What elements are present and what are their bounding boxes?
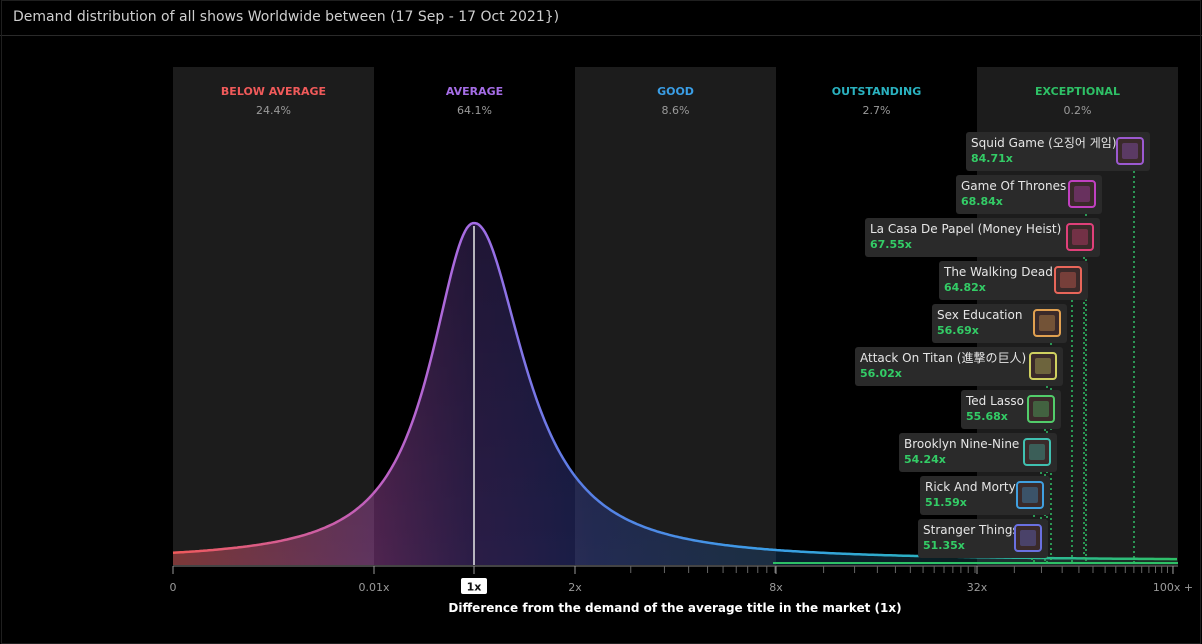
rick-and-morty-poster-icon: [1016, 481, 1044, 509]
title-card-name: The Walking Dead: [943, 265, 1053, 279]
chart-title: Demand distribution of all shows Worldwi…: [13, 9, 560, 25]
title-card-background[interactable]: [966, 132, 1150, 171]
band-label-average: AVERAGE: [446, 85, 503, 98]
title-card-value: 54.24x: [904, 453, 946, 466]
title-card-name: Squid Game (오징어 게임): [971, 136, 1117, 150]
band-label-below-average: BELOW AVERAGE: [221, 85, 326, 98]
sex-education-poster-icon-art: [1039, 315, 1055, 331]
x-tick-label: 2x: [568, 581, 582, 594]
title-card[interactable]: Game Of Thrones 68.84x: [956, 175, 1102, 214]
x-tick-label: 100x +: [1153, 581, 1193, 594]
band-percent-outstanding: 2.7%: [863, 104, 891, 117]
band-below-average: [173, 67, 374, 565]
stranger-things-poster-icon-art: [1020, 530, 1036, 546]
x-tick-highlight-box: [461, 578, 487, 594]
title-card-value: 67.55x: [870, 238, 912, 251]
squid-game-poster-icon: [1116, 137, 1144, 165]
title-card-value: 68.84x: [961, 195, 1003, 208]
title-card-name: Game Of Thrones: [961, 179, 1066, 193]
title-card[interactable]: Squid Game (오징어 게임) 84.71x: [966, 132, 1150, 171]
band-percent-average: 64.1%: [457, 104, 492, 117]
game-of-thrones-poster-icon-art: [1074, 186, 1090, 202]
title-card[interactable]: Brooklyn Nine-Nine 54.24x: [899, 433, 1057, 472]
x-axis-title: Difference from the demand of the averag…: [448, 601, 901, 615]
title-card-name: Stranger Things: [923, 523, 1019, 537]
walking-dead-poster-icon-art: [1060, 272, 1076, 288]
title-card-background[interactable]: [939, 261, 1088, 300]
ted-lasso-poster-icon: [1027, 395, 1055, 423]
band-good: [575, 67, 776, 565]
attack-on-titan-poster-icon: [1029, 352, 1057, 380]
x-tick-label: 8x: [769, 581, 783, 594]
game-of-thrones-poster-icon: [1068, 180, 1096, 208]
title-card-value: 84.71x: [971, 152, 1013, 165]
chart-header: Demand distribution of all shows Worldwi…: [0, 0, 1202, 36]
sex-education-poster-icon: [1033, 309, 1061, 337]
title-card-value: 64.82x: [944, 281, 986, 294]
title-card-value: 55.68x: [966, 410, 1008, 423]
title-card[interactable]: Sex Education 56.69x: [932, 304, 1067, 343]
title-card-background[interactable]: [865, 218, 1100, 257]
band-percent-good: 8.6%: [662, 104, 690, 117]
title-card-value: 51.35x: [923, 539, 965, 552]
x-tick-label: 0: [170, 581, 177, 594]
title-card-value: 56.69x: [937, 324, 979, 337]
title-card[interactable]: Ted Lasso 55.68x: [961, 390, 1061, 429]
band-percent-exceptional: 0.2%: [1064, 104, 1092, 117]
title-card-name: Ted Lasso: [965, 394, 1024, 408]
title-card-background[interactable]: [899, 433, 1057, 472]
attack-on-titan-poster-icon-art: [1035, 358, 1051, 374]
title-card-name: Rick And Morty: [925, 480, 1016, 494]
rick-and-morty-poster-icon-art: [1022, 487, 1038, 503]
ted-lasso-poster-icon-art: [1033, 401, 1049, 417]
title-card-name: La Casa De Papel (Money Heist): [870, 222, 1061, 236]
title-card-value: 51.59x: [925, 496, 967, 509]
title-card[interactable]: Attack On Titan (進撃の巨人) 56.02x: [855, 347, 1063, 386]
squid-game-poster-icon-art: [1122, 143, 1138, 159]
x-tick-label: 0.01x: [358, 581, 389, 594]
title-card[interactable]: Rick And Morty 51.59x: [920, 476, 1050, 515]
title-card-value: 56.02x: [860, 367, 902, 380]
title-card[interactable]: La Casa De Papel (Money Heist) 67.55x: [865, 218, 1100, 257]
band-percent-below-average: 24.4%: [256, 104, 291, 117]
brooklyn-nine-nine-poster-icon-art: [1029, 444, 1045, 460]
band-label-outstanding: OUTSTANDING: [832, 85, 922, 98]
title-card-background[interactable]: [855, 347, 1063, 386]
title-card[interactable]: Stranger Things 51.35x: [918, 519, 1048, 558]
x-tick-label-1x: 1x: [467, 581, 482, 594]
title-card-name: Attack On Titan (進撃の巨人): [860, 350, 1026, 365]
brooklyn-nine-nine-poster-icon: [1023, 438, 1051, 466]
title-card-background[interactable]: [956, 175, 1102, 214]
stranger-things-poster-icon: [1014, 524, 1042, 552]
band-label-good: GOOD: [657, 85, 694, 98]
walking-dead-poster-icon: [1054, 266, 1082, 294]
band-label-exceptional: EXCEPTIONAL: [1035, 85, 1120, 98]
distribution-area-shade: [173, 223, 1178, 565]
money-heist-poster-icon-art: [1072, 229, 1088, 245]
title-card-name: Sex Education: [937, 308, 1022, 322]
x-tick-label: 32x: [967, 581, 988, 594]
money-heist-poster-icon: [1066, 223, 1094, 251]
title-card-name: Brooklyn Nine-Nine: [904, 437, 1019, 451]
title-card[interactable]: The Walking Dead 64.82x: [939, 261, 1088, 300]
